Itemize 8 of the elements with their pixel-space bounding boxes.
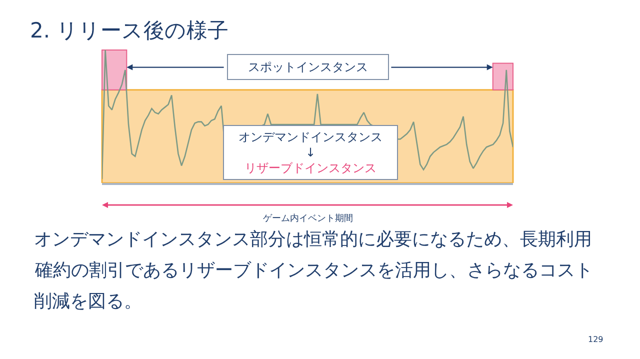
annotation: オンデマンドインスタンス ↓ リザーブドインスタンス bbox=[238, 130, 382, 176]
annotation: スポットインスタンス bbox=[248, 60, 368, 74]
text: 129 bbox=[588, 335, 604, 344]
text: 確約の割引であるリザーブドインスタンスを活用し、さらなるコスト bbox=[34, 260, 593, 281]
chart-title: 2. リリース後の様子 bbox=[30, 18, 229, 42]
text: 削減を図る。 bbox=[34, 291, 142, 312]
x-axis-title: ゲーム内イベント期間 bbox=[263, 213, 353, 224]
text: オンデマンドインスタンス部分は恒常的に必要になるため、長期利用 bbox=[34, 229, 592, 250]
